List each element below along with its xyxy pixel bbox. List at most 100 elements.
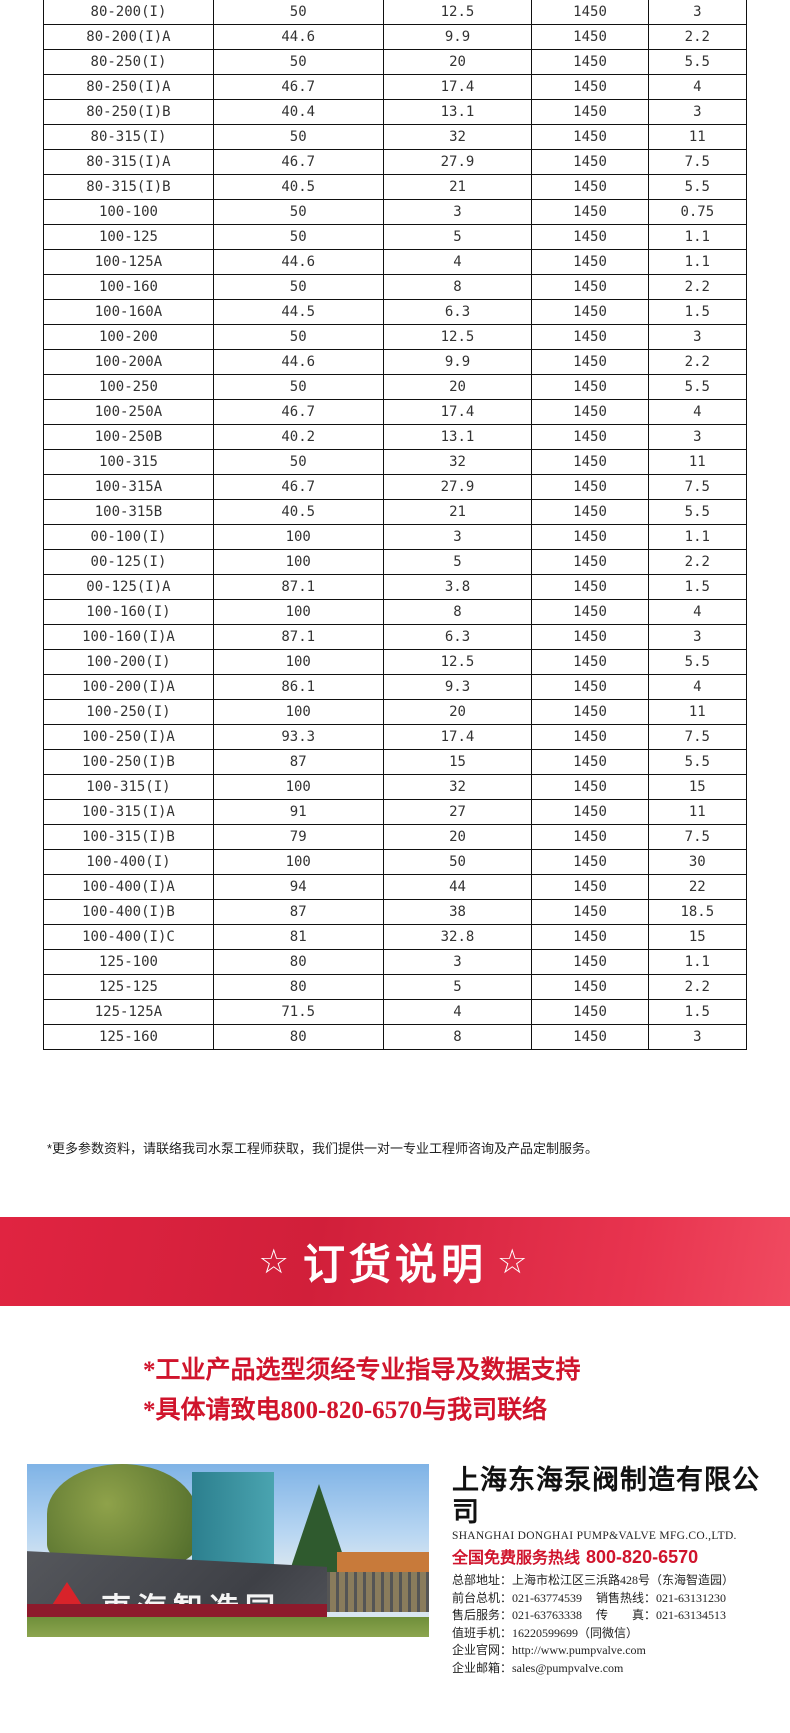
head-cell: 17.4	[382, 399, 533, 425]
flow-cell: 100	[212, 524, 384, 550]
speed-cell: 1450	[531, 324, 649, 350]
hedge	[27, 1604, 327, 1618]
power-cell: 3	[647, 324, 748, 350]
speed-cell: 1450	[531, 24, 649, 50]
table-row: 100-400(I) 100 50 1450 30	[43, 849, 748, 875]
flow-cell: 100	[212, 549, 384, 575]
flow-cell: 50	[212, 449, 384, 475]
speed-cell: 1450	[531, 799, 649, 825]
head-cell: 9.9	[382, 349, 533, 375]
power-cell: 2.2	[647, 974, 748, 1000]
model-cell: 100-200	[43, 324, 214, 350]
power-cell: 5.5	[647, 749, 748, 775]
flow-cell: 50	[212, 0, 384, 25]
model-cell: 125-160	[43, 1024, 214, 1050]
model-cell: 00-100(I)	[43, 524, 214, 550]
model-cell: 100-315	[43, 449, 214, 475]
speed-cell: 1450	[531, 674, 649, 700]
power-cell: 7.5	[647, 474, 748, 500]
model-cell: 100-315(I)B	[43, 824, 214, 850]
notice-line: *具体请致电800-820-6570与我司联络	[143, 1397, 548, 1424]
factory-photo: 東海智造园	[27, 1464, 429, 1637]
table-row: 125-160 80 8 1450 3	[43, 1024, 748, 1050]
table-row: 80-200(I)A 44.6 9.9 1450 2.2	[43, 24, 748, 50]
power-cell: 18.5	[647, 899, 748, 925]
table-row: 100-315(I) 100 32 1450 15	[43, 774, 748, 800]
table-row: 100-315(I)B 79 20 1450 7.5	[43, 824, 748, 850]
front-desk: 前台总机：021-63774539	[452, 1590, 582, 1605]
speed-cell: 1450	[531, 374, 649, 400]
head-cell: 13.1	[382, 99, 533, 125]
speed-cell: 1450	[531, 649, 649, 675]
phone-line-2: 售后服务：021-63763338 传 真：021-63134513	[452, 1607, 772, 1625]
table-row: 100-315A 46.7 27.9 1450 7.5	[43, 474, 748, 500]
speed-cell: 1450	[531, 999, 649, 1025]
power-cell: 1.1	[647, 249, 748, 275]
power-cell: 11	[647, 124, 748, 150]
flow-cell: 100	[212, 849, 384, 875]
gate	[327, 1572, 429, 1612]
speed-cell: 1450	[531, 99, 649, 125]
star-icon: ☆	[497, 1242, 532, 1281]
table-row: 100-160(I) 100 8 1450 4	[43, 599, 748, 625]
table-row: 80-200(I) 50 12.5 1450 3	[43, 0, 748, 25]
table-row: 100-250A 46.7 17.4 1450 4	[43, 399, 748, 425]
head-cell: 17.4	[382, 74, 533, 100]
power-cell: 1.5	[647, 999, 748, 1025]
model-cell: 80-250(I)B	[43, 99, 214, 125]
model-cell: 80-250(I)	[43, 49, 214, 75]
model-cell: 100-100	[43, 199, 214, 225]
head-cell: 32	[382, 774, 533, 800]
head-cell: 20	[382, 374, 533, 400]
table-row: 100-400(I)A 94 44 1450 22	[43, 874, 748, 900]
power-cell: 1.1	[647, 224, 748, 250]
power-cell: 1.5	[647, 574, 748, 600]
speed-cell: 1450	[531, 499, 649, 525]
table-row: 100-160(I)A 87.1 6.3 1450 3	[43, 624, 748, 650]
power-cell: 3	[647, 99, 748, 125]
tree	[47, 1464, 197, 1564]
power-cell: 3	[647, 1024, 748, 1050]
model-cell: 100-400(I)B	[43, 899, 214, 925]
speed-cell: 1450	[531, 699, 649, 725]
speed-cell: 1450	[531, 874, 649, 900]
head-cell: 44	[382, 874, 533, 900]
speed-cell: 1450	[531, 399, 649, 425]
speed-cell: 1450	[531, 224, 649, 250]
head-cell: 5	[382, 224, 533, 250]
power-cell: 5.5	[647, 174, 748, 200]
model-cell: 80-315(I)	[43, 124, 214, 150]
power-cell: 2.2	[647, 274, 748, 300]
glass-building	[192, 1472, 274, 1567]
speed-cell: 1450	[531, 124, 649, 150]
hotline: 全国免费服务热线 800-820-6570	[452, 1544, 772, 1572]
power-cell: 7.5	[647, 824, 748, 850]
speed-cell: 1450	[531, 949, 649, 975]
model-cell: 100-160(I)A	[43, 624, 214, 650]
speed-cell: 1450	[531, 899, 649, 925]
power-cell: 3	[647, 624, 748, 650]
hotline-number: 800-820-6570	[586, 1547, 699, 1567]
head-cell: 3	[382, 524, 533, 550]
power-cell: 5.5	[647, 499, 748, 525]
head-cell: 12.5	[382, 0, 533, 25]
speed-cell: 1450	[531, 824, 649, 850]
head-cell: 12.5	[382, 324, 533, 350]
flow-cell: 40.2	[212, 424, 384, 450]
gatehouse-roof	[337, 1552, 429, 1572]
flow-cell: 87	[212, 899, 384, 925]
model-cell: 100-160	[43, 274, 214, 300]
head-cell: 8	[382, 1024, 533, 1050]
flow-cell: 50	[212, 124, 384, 150]
speed-cell: 1450	[531, 0, 649, 25]
grass	[27, 1617, 429, 1637]
table-row: 100-315(I)A 91 27 1450 11	[43, 799, 748, 825]
power-cell: 2.2	[647, 349, 748, 375]
model-cell: 100-400(I)C	[43, 924, 214, 950]
model-cell: 100-315(I)	[43, 774, 214, 800]
model-cell: 100-250(I)B	[43, 749, 214, 775]
power-cell: 15	[647, 774, 748, 800]
flow-cell: 86.1	[212, 674, 384, 700]
speed-cell: 1450	[531, 974, 649, 1000]
power-cell: 1.1	[647, 949, 748, 975]
